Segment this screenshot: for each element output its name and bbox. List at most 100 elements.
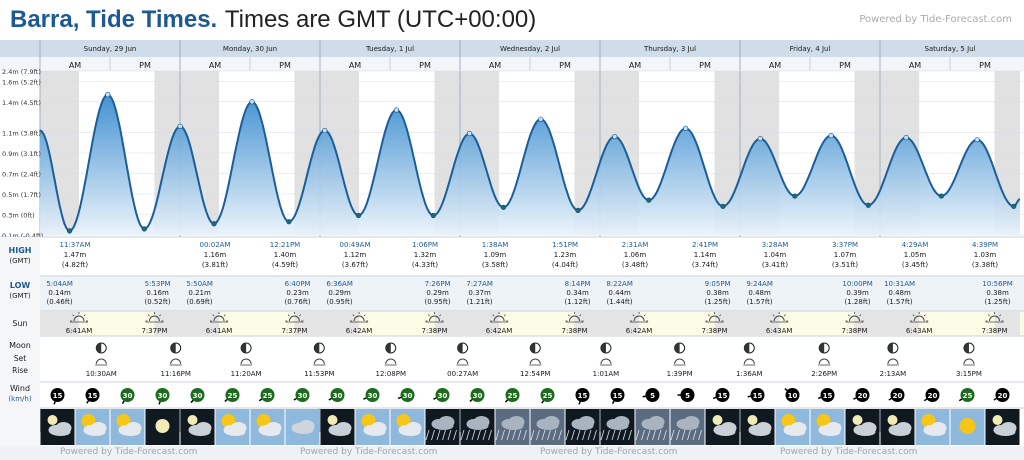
ampm-band bbox=[0, 57, 1024, 71]
high-tide-time: 3:28AM bbox=[762, 241, 789, 249]
high-tide-time: 1:38AM bbox=[482, 241, 509, 249]
high-tide-point bbox=[612, 133, 618, 140]
sun-cloud-icon bbox=[355, 409, 390, 445]
sun-cloud-icon bbox=[775, 409, 810, 445]
wind-indicator: 30 bbox=[328, 388, 345, 402]
wind-indicator: 20 bbox=[853, 388, 870, 402]
low-tide-time: 10:31AM bbox=[884, 280, 915, 288]
gmt-label: (GMT) bbox=[9, 257, 30, 265]
wind-indicator: 30 bbox=[155, 388, 170, 405]
high-tide-feet: (3.74ft) bbox=[692, 261, 718, 269]
wind-speed: 15 bbox=[753, 392, 763, 400]
high-tide-feet: (3.45ft) bbox=[902, 261, 928, 269]
wind-speed-circle bbox=[400, 388, 415, 402]
moon-phase-icon bbox=[240, 342, 252, 354]
high-label: HIGH bbox=[9, 246, 32, 255]
high-tide-point bbox=[828, 132, 834, 139]
moon-phase-icon bbox=[600, 342, 612, 354]
pm-label: PM bbox=[979, 61, 991, 70]
high-row bbox=[0, 237, 1024, 276]
wind-speed: 15 bbox=[53, 392, 63, 400]
low-tide-feet: (0.46ft) bbox=[47, 298, 73, 306]
header: Barra, Tide Times. Times are GMT (UTC+00… bbox=[0, 0, 1024, 41]
wind-speed: 25 bbox=[508, 392, 518, 400]
high-tide-feet: (3.48ft) bbox=[622, 261, 648, 269]
wind-speed-circle bbox=[260, 388, 275, 402]
rain-icon bbox=[530, 409, 565, 445]
low-tide-height: 0.21m bbox=[188, 289, 211, 297]
low-tide-point bbox=[938, 193, 944, 199]
low-tide-height: 0.44m bbox=[608, 289, 631, 297]
wind-indicator: 30 bbox=[469, 388, 485, 403]
pm-label: PM bbox=[699, 61, 711, 70]
high-tide-height: 1.16m bbox=[204, 251, 227, 259]
moon-phase-icon bbox=[313, 342, 325, 354]
moon-phase-icon bbox=[887, 342, 899, 354]
sun-night-shade bbox=[714, 311, 740, 336]
wind-speed: 20 bbox=[858, 392, 868, 400]
wind-indicator: 15 bbox=[712, 388, 730, 402]
night-cloud-icon bbox=[740, 409, 775, 445]
y-tick-label: 0.3m (0ft) bbox=[2, 212, 35, 220]
wind-speed: 5 bbox=[685, 392, 690, 400]
low-tide-point bbox=[286, 219, 292, 225]
sunset-time: 7:38PM bbox=[702, 327, 728, 335]
pm-label: PM bbox=[419, 61, 431, 70]
wind-speed: 25 bbox=[543, 392, 553, 400]
moonset-time: 1:01AM bbox=[593, 370, 620, 378]
low-tide-feet: (1.44ft) bbox=[607, 298, 633, 306]
wind-speed-circle bbox=[505, 388, 520, 402]
low-tide-feet: (0.69ft) bbox=[187, 298, 213, 306]
wind-speed: 30 bbox=[158, 392, 168, 400]
sunset-icon bbox=[705, 312, 724, 323]
high-tide-time: 00:02AM bbox=[199, 241, 230, 249]
high-tide-feet: (3.38ft) bbox=[972, 261, 998, 269]
wind-speed: 25 bbox=[963, 392, 973, 400]
night-cloud-icon bbox=[845, 409, 880, 445]
low-tide-height: 0.38m bbox=[706, 289, 729, 297]
page-title: Barra, Tide Times. Times are GMT (UTC+00… bbox=[10, 5, 536, 34]
brand-text[interactable]: Powered by Tide-Forecast.com bbox=[859, 14, 1012, 25]
night-cloud-icon bbox=[40, 409, 75, 445]
low-tide-height: 0.29m bbox=[426, 289, 449, 297]
timezone-label: Times are GMT (UTC+00:00) bbox=[224, 6, 537, 33]
rain-night-icon bbox=[565, 409, 600, 445]
sunrise-time: 6:43AM bbox=[766, 327, 793, 335]
am-label: AM bbox=[209, 61, 221, 70]
y-tick-label: 1.4m (4.5ft) bbox=[2, 99, 41, 107]
low-tide-time: 9:05PM bbox=[705, 280, 731, 288]
high-tide-feet: (3.67ft) bbox=[342, 261, 368, 269]
low-tide-point bbox=[430, 212, 436, 219]
high-tide-feet: (3.81ft) bbox=[202, 261, 228, 269]
high-tide-time: 1:51PM bbox=[552, 241, 578, 249]
low-tide-point bbox=[865, 202, 871, 208]
cloud-icon bbox=[285, 409, 320, 445]
sunset-time: 7:38PM bbox=[562, 327, 588, 335]
low-tide-time: 10:00PM bbox=[842, 280, 872, 288]
am-label: AM bbox=[769, 61, 781, 70]
low-tide-height: 0.16m bbox=[146, 289, 169, 297]
moonrise-icon bbox=[962, 358, 975, 366]
wind-speed-circle bbox=[715, 388, 730, 402]
sun-night-shade bbox=[880, 311, 920, 336]
wind-indicator: 30 bbox=[293, 388, 310, 402]
high-tide-height: 1.04m bbox=[764, 251, 787, 259]
sunset-icon bbox=[845, 312, 864, 323]
high-tide-height: 1.05m bbox=[904, 251, 927, 259]
day-label: Wednesday, 2 Jul bbox=[500, 45, 560, 53]
high-tide-time: 4:29AM bbox=[902, 241, 929, 249]
high-tide-time: 3:37PM bbox=[832, 241, 858, 249]
sun-night-shade bbox=[294, 311, 320, 336]
high-tide-height: 1.07m bbox=[834, 251, 857, 259]
sunrise-icon bbox=[490, 312, 509, 323]
moonrise-time: 2:26PM bbox=[811, 370, 837, 378]
rain-icon bbox=[670, 409, 705, 445]
high-tide-point bbox=[466, 130, 473, 137]
wind-indicator: 20 bbox=[993, 388, 1010, 402]
wind-speed-circle bbox=[855, 388, 870, 402]
sun-cloud-icon bbox=[915, 409, 950, 445]
high-tide-point bbox=[683, 125, 689, 131]
wind-speed-circle bbox=[995, 388, 1010, 402]
wind-speed-circle bbox=[960, 388, 975, 402]
